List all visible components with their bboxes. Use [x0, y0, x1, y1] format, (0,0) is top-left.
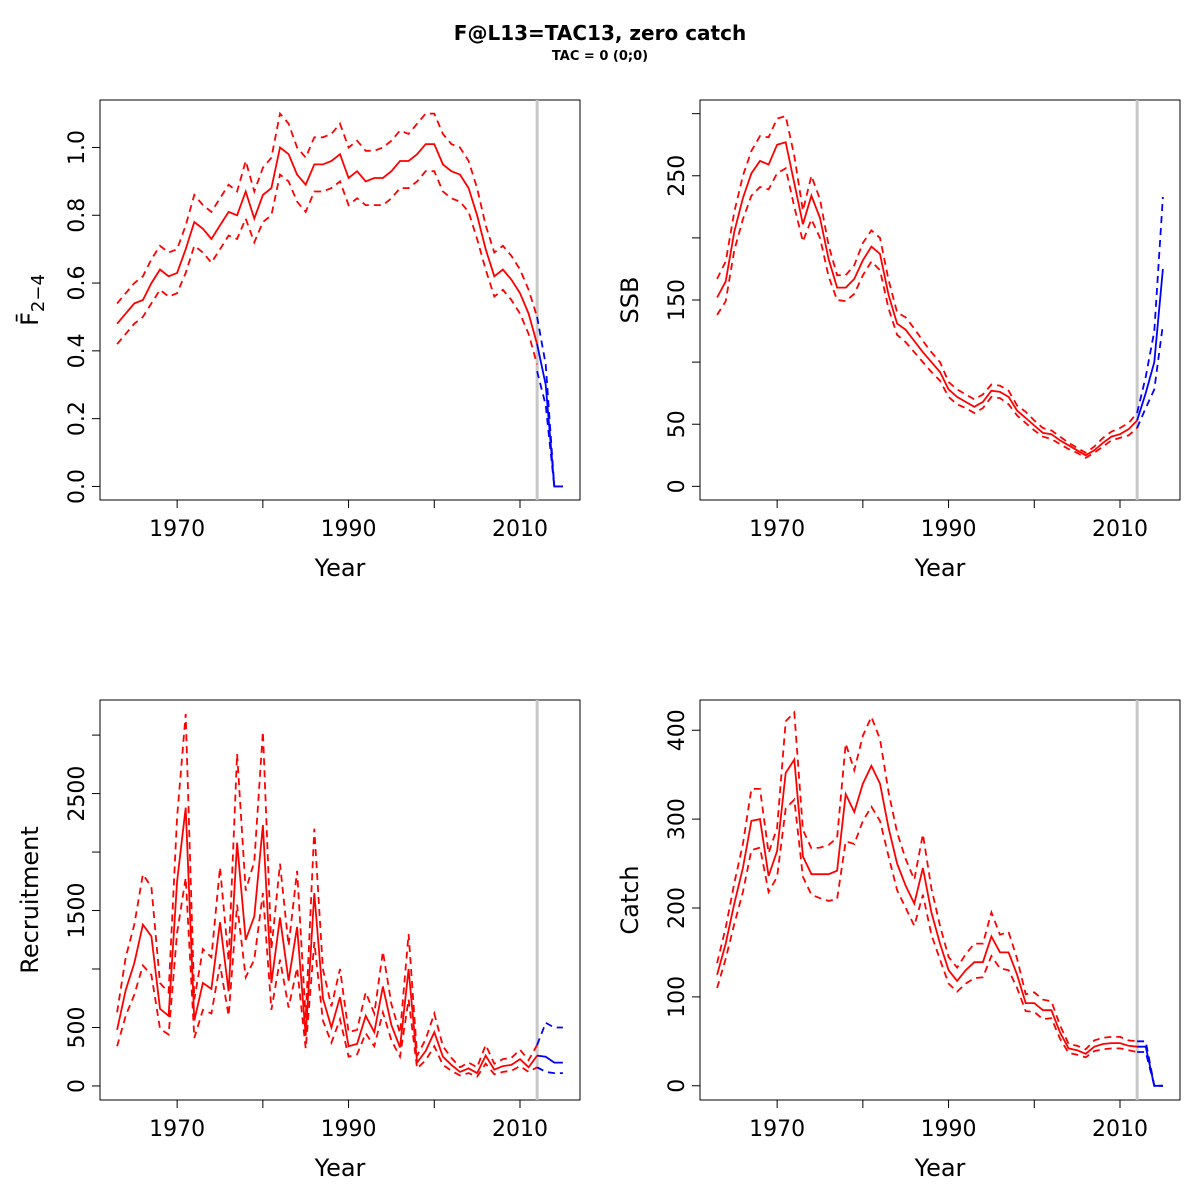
x-tick-label: 1990	[921, 1117, 977, 1142]
x-tick-label: 2010	[492, 1117, 548, 1142]
x-tick-label: 1970	[149, 517, 205, 542]
y-tick-label: 0	[65, 1079, 90, 1093]
y-tick-label: 500	[65, 1006, 90, 1048]
series-forecast-upper	[536, 1021, 563, 1046]
panel-ssb: 1970 1990 2010 0 50 150 250 Year SSB	[616, 99, 1181, 582]
y-tick-label: 0.0	[65, 469, 90, 504]
series-history-estimate	[716, 141, 1138, 457]
series-history-upper	[116, 111, 538, 318]
series-history-lower	[716, 797, 1138, 1059]
series-history-lower	[116, 877, 538, 1078]
x-tick-label: 1970	[749, 517, 805, 542]
series-history-lower	[716, 166, 1138, 459]
series-forecast-upper	[1136, 196, 1164, 414]
y-tick-label: 2500	[65, 766, 90, 822]
x-axis-label: Year	[914, 1154, 966, 1182]
y-tick-label: 100	[665, 976, 690, 1018]
y-tick-label: 0.6	[65, 266, 90, 301]
series-forecast-lower	[1136, 324, 1164, 429]
x-tick-label: 1990	[921, 517, 977, 542]
x-tick-label: 2010	[1092, 1117, 1148, 1142]
y-tick-label: 50	[665, 410, 690, 438]
x-axis-label: Year	[314, 554, 366, 582]
y-tick-label: 150	[665, 279, 690, 321]
y-tick-label: 200	[665, 887, 690, 929]
series-history-estimate	[716, 756, 1138, 1055]
plot-frame	[99, 99, 581, 501]
series-history-estimate	[116, 807, 538, 1075]
y-tick-label: 0	[665, 479, 690, 493]
x-tick-label: 1970	[749, 1117, 805, 1142]
y-tick-label: 300	[665, 798, 690, 840]
series-forecast-estimate	[1136, 268, 1164, 421]
x-tick-label: 1990	[321, 1117, 377, 1142]
panel-recruitment: 1970 1990 2010 0 500 1500 2500 Year Recruitment	[16, 699, 581, 1182]
x-axis-label: Year	[314, 1154, 366, 1182]
series-forecast-lower	[1137, 1051, 1163, 1087]
series-history-lower	[116, 170, 538, 365]
x-tick-label: 1990	[321, 517, 377, 542]
x-tick-label: 2010	[492, 517, 548, 542]
series-forecast-estimate	[536, 1054, 563, 1064]
series-forecast-upper	[1137, 1040, 1163, 1087]
series-history-estimate	[116, 143, 538, 345]
y-tick-label: 0.8	[65, 198, 90, 233]
x-tick-label: 2010	[1092, 517, 1148, 542]
series-history-upper	[716, 710, 1138, 1051]
panel-catch: 1970 1990 2010 0 100 200 300 400 Year Catch	[616, 699, 1181, 1182]
y-tick-label: 400	[665, 709, 690, 751]
plot-frame	[699, 699, 1181, 1101]
y-tick-label: 250	[665, 155, 690, 197]
plot-frame	[99, 699, 581, 1101]
y-axis-label: Recruitment	[16, 826, 44, 973]
series-history-upper	[716, 114, 1138, 454]
y-tick-label: 0.2	[65, 401, 90, 436]
series-forecast-lower	[536, 370, 563, 488]
y-tick-label: 1.0	[65, 130, 90, 165]
y-axis-label: F̄2−4	[15, 274, 49, 326]
series-history-upper	[116, 713, 538, 1069]
y-axis-label: SSB	[616, 277, 644, 324]
x-axis-label: Year	[914, 554, 966, 582]
figure-title: F@L13=TAC13, zero catch	[454, 21, 746, 45]
y-axis-label: Catch	[616, 865, 644, 934]
series-forecast-lower	[536, 1066, 563, 1074]
series-forecast-estimate	[1137, 1045, 1163, 1087]
y-tick-label: 0	[665, 1079, 690, 1093]
panel-f-bar: 1970 1990 2010 0.0 0.2 0.4 0.6 0.8 1.0 Year F̄2−4	[15, 99, 581, 582]
y-tick-label: 0.4	[65, 333, 90, 368]
y-tick-label: 1500	[65, 883, 90, 939]
figure-subtitle: TAC = 0 (0;0)	[552, 49, 648, 64]
series-forecast-upper	[536, 316, 563, 488]
x-tick-label: 1970	[149, 1117, 205, 1142]
